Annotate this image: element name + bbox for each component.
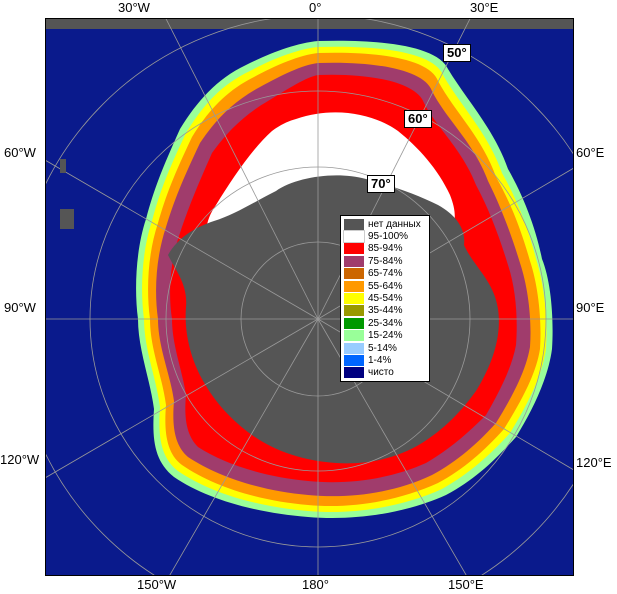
legend-swatch (344, 342, 364, 354)
legend-swatch (344, 293, 364, 305)
legend-item: 25-34% (344, 317, 426, 329)
legend-label: чисто (368, 367, 394, 379)
lon-label-60e: 60°E (576, 145, 605, 160)
lon-label-120e: 120°E (576, 455, 612, 470)
legend-label: 75-84% (368, 255, 403, 267)
no-data-speck (60, 209, 74, 229)
legend-label: 95-100% (368, 231, 409, 243)
legend-swatch (344, 330, 364, 342)
legend-item: 55-64% (344, 280, 426, 292)
no-data-speck (60, 159, 66, 173)
legend-item: 35-44% (344, 305, 426, 317)
legend-swatch (344, 280, 364, 292)
lon-label-180: 180° (302, 577, 329, 592)
meridian-150w (169, 318, 319, 575)
legend-label: нет данных (368, 218, 421, 230)
legend-swatch (344, 268, 364, 280)
legend-swatch (344, 255, 364, 267)
legend-item: 65-74% (344, 268, 426, 280)
lon-label-60w: 60°W (4, 145, 36, 160)
lat-label-60: 60° (404, 110, 432, 128)
legend-swatch (343, 230, 365, 244)
legend-label: 55-64% (368, 280, 403, 292)
lon-label-30w: 30°W (118, 0, 150, 15)
legend-label: 35-44% (368, 305, 403, 317)
legend-label: 45-54% (368, 293, 403, 305)
legend-label: 5-14% (368, 342, 397, 354)
legend-item: 45-54% (344, 292, 426, 305)
legend-item: 75-84% (344, 255, 426, 267)
legend-label: 15-24% (368, 330, 403, 342)
map-frame (45, 18, 574, 576)
lat-label-70: 70° (367, 175, 395, 193)
legend-swatch (344, 354, 364, 366)
legend-swatch (344, 243, 364, 255)
legend-item: 85-94% (344, 243, 426, 255)
legend-swatch (344, 218, 364, 230)
legend-item: 95-100% (343, 230, 426, 244)
lon-label-150e: 150°E (448, 577, 484, 592)
lon-label-90w: 90°W (4, 300, 36, 315)
legend-swatch (344, 317, 364, 329)
meridian-120w (46, 318, 319, 478)
legend-label: 25-34% (368, 317, 403, 329)
top-no-data-strip (46, 19, 573, 29)
legend-item: 1-4% (344, 354, 426, 366)
legend-label: 1-4% (368, 354, 392, 366)
legend-item: чисто (344, 367, 426, 379)
legend-item: 15-24% (344, 330, 426, 342)
legend-label: 65-74% (368, 268, 403, 280)
meridian-60w (46, 160, 319, 320)
legend-item: 5-14% (344, 342, 426, 354)
lon-label-0: 0° (309, 0, 322, 15)
lon-label-90e: 90°E (576, 300, 605, 315)
lat-label-50: 50° (443, 44, 471, 62)
legend-label: 85-94% (368, 243, 403, 255)
legend-swatch (344, 367, 364, 379)
sea-ice-map (46, 19, 573, 575)
lon-label-120w: 120°W (0, 452, 40, 467)
legend: нет данных 95-100% 85-94% 75-84% 65-74% 55-64… (340, 215, 430, 383)
lon-label-30e: 30°E (470, 0, 499, 15)
lon-label-150w: 150°W (137, 577, 177, 592)
legend-swatch (344, 305, 364, 317)
legend-item: нет данных (344, 218, 426, 230)
meridian-30w (165, 19, 319, 320)
